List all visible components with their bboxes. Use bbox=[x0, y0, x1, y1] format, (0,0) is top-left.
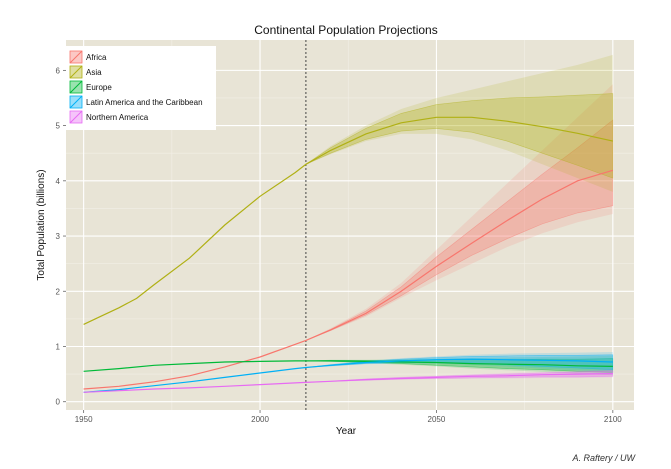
y-tick-label: 1 bbox=[56, 342, 61, 351]
legend-key-line-europe bbox=[69, 80, 83, 94]
legend-label-europe: Europe bbox=[86, 83, 112, 92]
latin-america-and-the-caribbean-band-95 bbox=[305, 352, 613, 372]
legend-key-line-asia bbox=[69, 65, 83, 79]
legend-box bbox=[66, 46, 216, 130]
y-axis-ticks: 0 1 2 3 4 5 6 bbox=[56, 66, 66, 407]
y-tick-label: 4 bbox=[56, 177, 61, 186]
major-gridlines bbox=[66, 40, 634, 410]
legend-label-latin-america-and-the-caribbean: Latin America and the Caribbean bbox=[86, 98, 203, 107]
x-tick-label: 2100 bbox=[604, 415, 622, 424]
y-tick-label: 0 bbox=[56, 398, 61, 407]
y-tick-label: 2 bbox=[56, 287, 61, 296]
x-axis-title: Year bbox=[336, 426, 357, 437]
northern-america-line bbox=[83, 373, 613, 393]
latin-america-and-the-caribbean-line bbox=[83, 358, 613, 393]
y-tick-label: 3 bbox=[56, 232, 61, 241]
legend-label-northern-america: Northern America bbox=[86, 113, 149, 122]
series-lines bbox=[83, 116, 613, 393]
asia-band-80 bbox=[305, 93, 614, 179]
chart-title: Continental Population Projections bbox=[254, 23, 437, 37]
africa-line bbox=[83, 169, 613, 390]
x-tick-label: 1950 bbox=[75, 415, 93, 424]
credit-text: A. Raftery / UW bbox=[572, 453, 635, 463]
legend-key-line-northern-america bbox=[69, 110, 83, 124]
africa-band-95 bbox=[305, 84, 613, 341]
europe-line bbox=[83, 360, 613, 372]
y-tick-label: 6 bbox=[56, 66, 61, 75]
y-tick-label: 5 bbox=[56, 122, 61, 131]
legend-label-asia: Asia bbox=[86, 68, 102, 77]
asia-line bbox=[83, 116, 613, 325]
legend-key-line-latin-america-and-the-caribbean bbox=[69, 95, 83, 109]
legend-key-line-africa bbox=[69, 50, 83, 64]
asia-band-95 bbox=[305, 54, 613, 192]
x-tick-label: 2050 bbox=[428, 415, 446, 424]
legend-label-africa: Africa bbox=[86, 53, 107, 62]
x-axis-ticks: 1950 2000 2050 2100 bbox=[75, 410, 622, 424]
legend: Africa Asia Europe Latin America and the Ca… bbox=[66, 46, 216, 130]
y-axis-title: Total Population (billions) bbox=[36, 169, 47, 280]
x-tick-label: 2000 bbox=[251, 415, 269, 424]
prediction-intervals bbox=[305, 54, 614, 383]
